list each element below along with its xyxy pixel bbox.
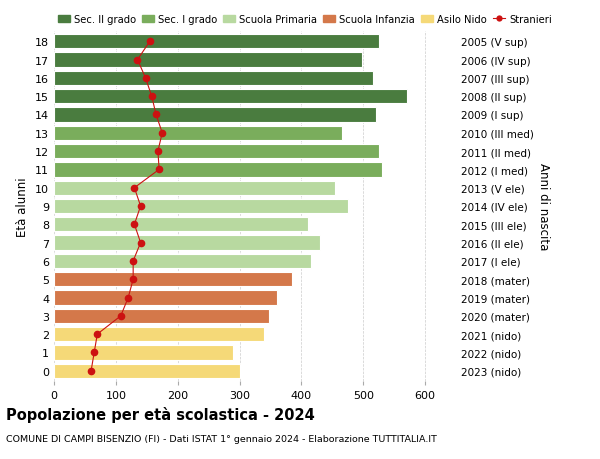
- Bar: [54, 346, 233, 360]
- Y-axis label: Anni di nascita: Anni di nascita: [538, 163, 550, 250]
- Text: Popolazione per età scolastica - 2024: Popolazione per età scolastica - 2024: [6, 406, 315, 422]
- Bar: [54, 364, 239, 378]
- Bar: [54, 273, 292, 287]
- Bar: [54, 218, 308, 232]
- Y-axis label: Età alunni: Età alunni: [16, 177, 29, 236]
- Legend: Sec. II grado, Sec. I grado, Scuola Primaria, Scuola Infanzia, Asilo Nido, Stran: Sec. II grado, Sec. I grado, Scuola Prim…: [54, 11, 556, 28]
- Bar: [54, 291, 277, 305]
- Bar: [54, 254, 311, 269]
- Bar: [54, 53, 362, 67]
- Bar: [54, 163, 382, 177]
- Bar: [54, 108, 376, 123]
- Bar: [54, 126, 341, 140]
- Bar: [54, 72, 373, 86]
- Bar: [54, 35, 379, 49]
- Bar: [54, 199, 348, 214]
- Bar: [54, 145, 379, 159]
- Bar: [54, 309, 269, 323]
- Text: COMUNE DI CAMPI BISENZIO (FI) - Dati ISTAT 1° gennaio 2024 - Elaborazione TUTTIT: COMUNE DI CAMPI BISENZIO (FI) - Dati IST…: [6, 434, 437, 443]
- Bar: [54, 90, 407, 104]
- Bar: [54, 327, 264, 341]
- Bar: [54, 181, 335, 196]
- Bar: [54, 236, 320, 250]
